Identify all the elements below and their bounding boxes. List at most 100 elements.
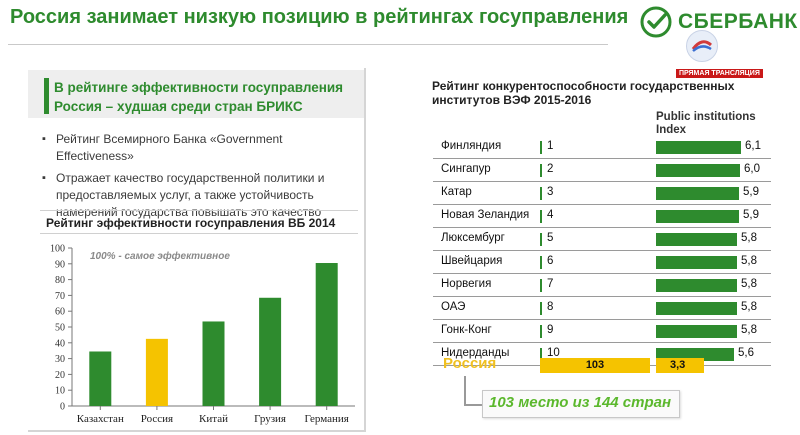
y-tick-label: 40 bbox=[55, 338, 65, 349]
bar bbox=[89, 351, 112, 406]
table-row: ОАЭ 8 5,8 bbox=[433, 297, 771, 320]
bullet-item: ▪ Рейтинг Всемирного Банка «Government Ef… bbox=[42, 132, 283, 163]
table-row: Люксембург 5 5,8 bbox=[433, 228, 771, 251]
bullet-icon: ▪ bbox=[42, 172, 46, 184]
index-bar bbox=[656, 279, 737, 292]
table-rank: 5 bbox=[547, 232, 554, 244]
table-row: Нидерданды 10 5,6 bbox=[433, 343, 771, 366]
x-tick-label: Казахстан bbox=[77, 413, 124, 425]
table-rank: 9 bbox=[547, 324, 554, 336]
x-tick-label: Россия bbox=[141, 413, 173, 425]
table-country: Нидерданды bbox=[441, 347, 510, 359]
index-column-header: Public institutions Index bbox=[656, 111, 756, 136]
table-rank: 7 bbox=[547, 278, 554, 290]
x-tick-label: Грузия bbox=[254, 413, 286, 425]
sberbank-logo-icon bbox=[640, 6, 672, 38]
y-tick-label: 0 bbox=[60, 402, 65, 413]
table-rank: 8 bbox=[547, 301, 554, 313]
bullet-list: ▪ Рейтинг Всемирного Банка «Government Ef… bbox=[40, 131, 360, 226]
table-country: Новая Зеландия bbox=[441, 209, 530, 221]
rank-bar bbox=[540, 348, 542, 361]
chart-divider bbox=[40, 233, 358, 234]
rank-bar bbox=[540, 164, 542, 177]
russia-rank-bar: 103 bbox=[540, 358, 650, 373]
index-value: 5,9 bbox=[743, 186, 759, 198]
chart-divider bbox=[40, 210, 358, 211]
table-country: Катар bbox=[441, 186, 472, 198]
page-title: Россия занимает низкую позицию в рейтинг… bbox=[10, 6, 629, 28]
y-tick-label: 70 bbox=[55, 291, 65, 302]
table-country: Швейцария bbox=[441, 255, 503, 267]
left-panel bbox=[28, 68, 366, 432]
table-row: Сингапур 2 6,0 bbox=[433, 159, 771, 182]
table-rank: 4 bbox=[547, 209, 554, 221]
subhead-box bbox=[28, 70, 364, 118]
table-rank: 6 bbox=[547, 255, 554, 267]
bar bbox=[145, 338, 168, 406]
y-tick-label: 80 bbox=[55, 275, 65, 286]
table-row: Норвегия 7 5,8 bbox=[433, 274, 771, 297]
index-bar bbox=[656, 210, 739, 223]
index-bar bbox=[656, 325, 737, 338]
sberbank-logo: СБЕРБАНК bbox=[640, 6, 797, 40]
y-tick-label: 60 bbox=[55, 307, 65, 318]
bullet-item: ▪ Отражает качество государственной полит… bbox=[42, 171, 325, 219]
callout-connector bbox=[464, 376, 484, 406]
rank-bar bbox=[540, 210, 542, 223]
table-country: Финляндия bbox=[441, 140, 502, 152]
russia-row: Россия 103 3,3 bbox=[433, 355, 771, 375]
index-bar bbox=[656, 348, 734, 361]
title-divider bbox=[8, 44, 608, 45]
y-tick-label: 20 bbox=[55, 370, 65, 381]
index-value: 5,8 bbox=[741, 324, 757, 336]
y-tick-label: 90 bbox=[55, 259, 65, 270]
index-bar bbox=[656, 164, 740, 177]
index-value: 5,9 bbox=[743, 209, 759, 221]
table-row: Швейцария 6 5,8 bbox=[433, 251, 771, 274]
rank-bar bbox=[540, 302, 542, 315]
index-value: 5,8 bbox=[741, 255, 757, 267]
chart-annotation: 100% - самое эффективное bbox=[90, 250, 230, 262]
index-value: 5,8 bbox=[741, 301, 757, 313]
logo-text: СБЕРБАНК bbox=[678, 10, 798, 33]
russia-country: Россия bbox=[443, 355, 497, 372]
bar bbox=[202, 321, 225, 406]
place-text: 103 место из 144 стран bbox=[489, 394, 672, 411]
table-rank: 1 bbox=[547, 140, 554, 152]
table-country: Норвегия bbox=[441, 278, 492, 290]
index-bar bbox=[656, 256, 737, 269]
rank-bar bbox=[540, 233, 542, 246]
table-row: Новая Зеландия 4 5,9 bbox=[433, 205, 771, 228]
rank-bar bbox=[540, 256, 542, 269]
rank-bar bbox=[540, 141, 542, 154]
index-value: 5,6 bbox=[738, 347, 754, 359]
index-bar bbox=[656, 141, 741, 154]
broadcast-emblem-icon bbox=[686, 30, 718, 62]
table-country: ОАЭ bbox=[441, 301, 466, 313]
bar bbox=[259, 297, 282, 406]
index-value: 6,1 bbox=[745, 140, 761, 152]
y-tick-label: 100 bbox=[50, 244, 65, 255]
index-bar bbox=[656, 302, 737, 315]
russia-index-bar: 3,3 bbox=[656, 358, 704, 373]
table-rank: 3 bbox=[547, 186, 554, 198]
table-country: Гонк-Конг bbox=[441, 324, 492, 336]
index-value: 6,0 bbox=[744, 163, 760, 175]
y-tick-label: 30 bbox=[55, 354, 65, 365]
wb-bar-chart: 0 10 20 30 40 50 60 70 80 90 100 100% - самое эффек… bbox=[50, 244, 355, 425]
table-rank: 10 bbox=[547, 347, 560, 359]
y-tick-label: 50 bbox=[55, 323, 65, 334]
x-tick-label: Германия bbox=[305, 413, 349, 425]
place-callout: 103 место из 144 стран bbox=[482, 390, 680, 418]
wef-ranking-table: Финляндия 1 6,1 Сингапур 2 6,0 Катар 3 5,9 Новая … bbox=[433, 136, 771, 366]
subhead-text: В рейтинге эффективности госуправления Р… bbox=[54, 80, 344, 114]
index-bar bbox=[656, 233, 737, 246]
table-country: Люксембург bbox=[441, 232, 505, 244]
rank-bar bbox=[540, 279, 542, 292]
index-value: 5,8 bbox=[741, 278, 757, 290]
index-bar bbox=[656, 187, 739, 200]
rank-bar bbox=[540, 325, 542, 338]
bar bbox=[315, 263, 338, 406]
bullet-icon: ▪ bbox=[42, 133, 46, 145]
live-badge: ПРЯМАЯ ТРАНСЛЯЦИЯ bbox=[676, 69, 763, 78]
